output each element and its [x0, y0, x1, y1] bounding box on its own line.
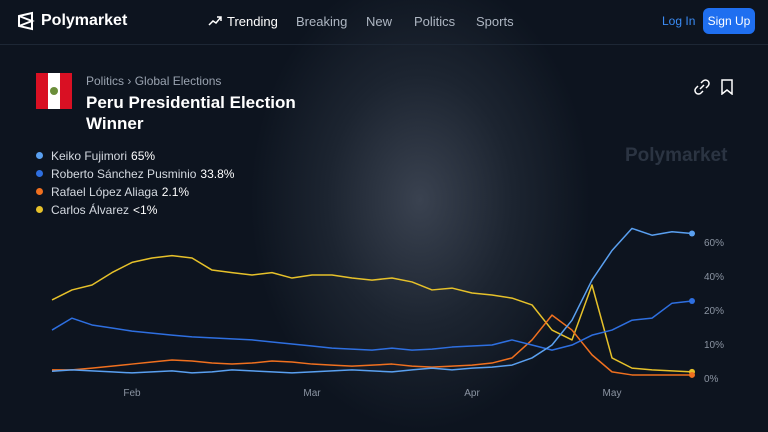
series-line — [51, 300, 693, 351]
market-title: Peru Presidential Election Winner — [86, 93, 296, 133]
peru-flag — [36, 73, 72, 109]
legend-entry[interactable]: Roberto Sánchez Pusminio 33.8% — [36, 167, 234, 181]
brand[interactable]: Polymarket — [41, 12, 128, 29]
y-tick-label: 40% — [704, 272, 724, 283]
end-dot — [689, 297, 695, 304]
breadcrumb: Politics › Global Elections — [86, 74, 221, 88]
login-link[interactable]: Log In — [662, 14, 696, 28]
legend-name: Carlos Álvarez — [51, 203, 130, 217]
legend-name: Keiko Fujimori — [51, 149, 128, 163]
series-line — [51, 254, 693, 373]
breadcrumb-item[interactable]: Politics — [86, 74, 125, 88]
legend-price: <1% — [133, 203, 158, 217]
legend-dot — [36, 170, 43, 177]
y-tick-label: 20% — [704, 306, 724, 317]
breadcrumb-item[interactable]: Global Elections — [134, 74, 222, 88]
watermark: Polymarket — [625, 145, 728, 166]
legend-entry[interactable]: Carlos Álvarez <1% — [36, 203, 157, 217]
legend-dot — [36, 152, 43, 159]
bookmark-icon[interactable] — [720, 79, 734, 95]
trending-icon — [208, 16, 222, 26]
x-tick-label: Mar — [303, 388, 321, 399]
legend-dot — [36, 206, 43, 213]
legend-price: 65% — [131, 149, 156, 163]
legend-dot — [36, 188, 43, 195]
legend-price: 2.1% — [161, 185, 190, 199]
y-tick-label: 60% — [704, 238, 724, 249]
nav-link[interactable]: Breaking — [296, 14, 348, 29]
logo-icon — [18, 11, 35, 31]
legend-price: 33.8% — [200, 167, 235, 181]
nav-link[interactable]: Politics — [414, 14, 456, 29]
x-tick-label: May — [603, 388, 622, 399]
signup-button[interactable]: Sign Up — [703, 8, 755, 34]
breadcrumb-separator: › — [127, 74, 132, 88]
series-line — [51, 227, 693, 374]
nav-link[interactable]: Trending — [227, 14, 278, 29]
x-tick-label: Apr — [464, 388, 480, 399]
nav-link[interactable]: Sports — [476, 14, 514, 29]
end-dot — [689, 371, 695, 378]
y-tick-label: 0% — [704, 374, 719, 385]
legend-entry[interactable]: Keiko Fujimori 65% — [36, 149, 155, 163]
legend-entry[interactable]: Rafael López Aliaga 2.1% — [36, 185, 189, 199]
series-line — [52, 314, 692, 376]
legend-name: Rafael López Aliaga — [51, 185, 158, 199]
x-tick-label: Feb — [123, 388, 141, 399]
y-tick-label: 10% — [704, 340, 724, 351]
link-icon[interactable] — [694, 79, 710, 95]
nav-bar: Polymarket Trending Breaking New Politic… — [0, 0, 768, 45]
legend-name: Roberto Sánchez Pusminio — [51, 167, 197, 181]
nav-link[interactable]: New — [366, 14, 393, 29]
end-dot — [689, 230, 695, 237]
